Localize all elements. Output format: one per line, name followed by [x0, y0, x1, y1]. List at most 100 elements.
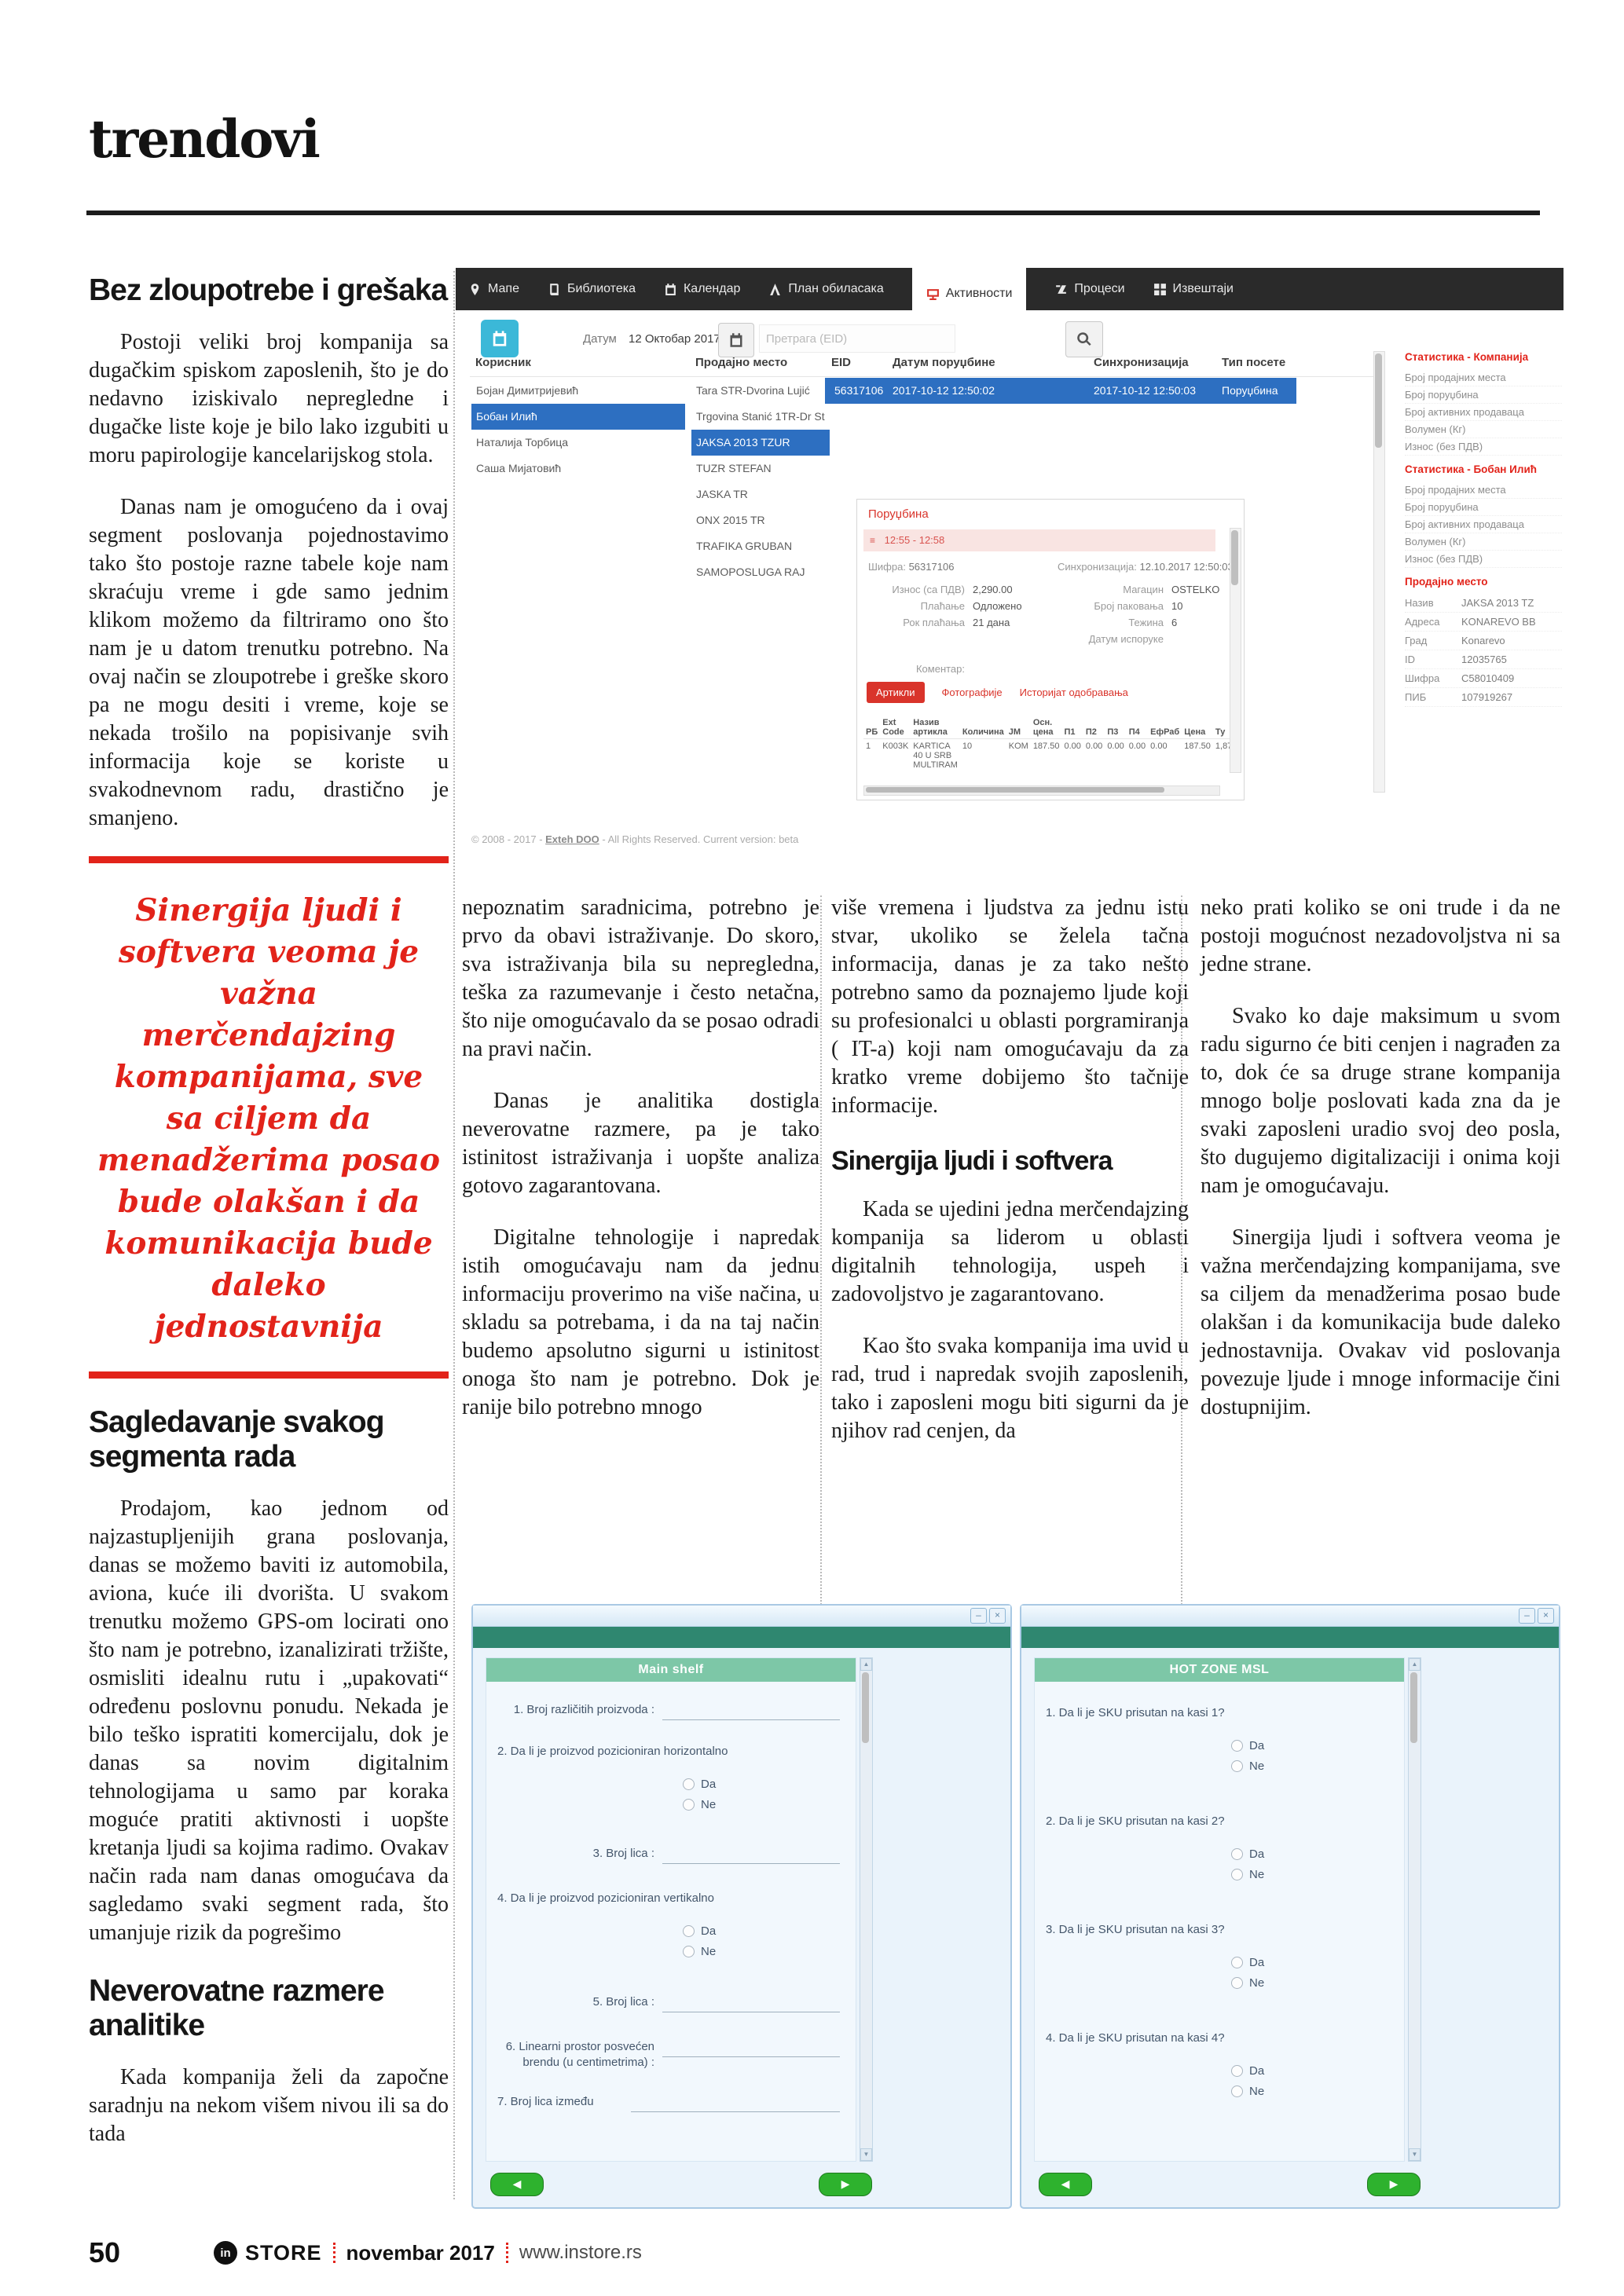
column-separator — [453, 271, 455, 2199]
nav-item-activities[interactable]: Активности — [911, 268, 1027, 320]
horizontal-scrollbar[interactable] — [863, 785, 1220, 796]
window-band — [1021, 1627, 1559, 1648]
paragraph: više vremena i ljudstva za jednu istu st… — [831, 895, 1189, 1118]
sidebar-item[interactable]: Број поруџбина — [1405, 499, 1562, 516]
nav-item-library[interactable]: Библиотека — [548, 282, 636, 296]
sidebar-item[interactable]: Број активних продаваца — [1405, 516, 1562, 533]
text-input[interactable] — [662, 1994, 840, 2012]
column-header[interactable]: Тип посете — [1222, 356, 1286, 369]
radio-ne[interactable] — [1231, 2085, 1243, 2097]
text-input[interactable] — [662, 1846, 840, 1864]
shop-row[interactable]: TRAFIKA GRUBAN — [696, 540, 793, 552]
next-button[interactable]: ▶ — [1367, 2173, 1421, 2196]
paragraph: neko prati koliko se oni trude i da ne p… — [1201, 895, 1560, 976]
nav-item-label: Извештаји — [1172, 282, 1234, 295]
column-header[interactable]: EID — [831, 356, 852, 369]
shop-row[interactable]: JASKA TR — [696, 488, 748, 500]
close-button[interactable]: × — [1538, 1608, 1554, 1624]
exteh-link[interactable]: Exteh DOO — [545, 833, 599, 845]
radio-ne[interactable] — [1231, 1976, 1243, 1989]
main-scrollbar[interactable] — [1373, 351, 1385, 793]
order-sync: 2017-10-12 12:50:03 — [1094, 384, 1196, 397]
date-value[interactable]: 12 Октобар 2017 — [629, 332, 720, 346]
questionnaire-panel: HOT ZONE MSL 1. Da li je SKU prisutan na… — [1034, 1657, 1405, 2162]
sidebar-item[interactable]: Износ (без ПДВ) — [1405, 551, 1562, 568]
sidebar-item[interactable]: Износ (без ПДВ) — [1405, 438, 1562, 456]
sidebar-item[interactable]: Број активних продаваца — [1405, 404, 1562, 421]
minimize-button[interactable]: – — [1519, 1608, 1535, 1624]
hot-zone-window: – × HOT ZONE MSL 1. Da li je SKU prisuta… — [1020, 1604, 1560, 2209]
form-scrollbar[interactable]: ▲ ▼ — [1408, 1657, 1421, 2162]
order-date: 2017-10-12 12:50:02 — [893, 384, 995, 397]
radio-ne[interactable] — [683, 1945, 695, 1957]
prev-button[interactable]: ◀ — [490, 2173, 544, 2196]
footer-separator — [332, 2243, 335, 2263]
column-header[interactable]: Продајно место — [695, 356, 788, 369]
shop-row[interactable]: Trgovina Stanić 1TR-Dr St — [696, 410, 825, 423]
pull-quote-rule — [89, 856, 449, 863]
user-row[interactable]: Наталија Торбица — [476, 436, 569, 449]
instore-logo: in — [214, 2241, 237, 2265]
close-button[interactable]: × — [989, 1608, 1006, 1624]
user-row[interactable]: Саша Мијатовић — [476, 462, 562, 474]
radio-group: Da Ne — [1231, 1844, 1404, 1884]
nav-item-maps[interactable]: Мапе — [468, 282, 519, 296]
grid-icon — [1153, 283, 1166, 295]
radio-da[interactable] — [1231, 2064, 1243, 2077]
form-scrollbar[interactable]: ▲ ▼ — [860, 1657, 873, 2162]
radio-da[interactable] — [683, 1778, 695, 1790]
shop-row[interactable]: SAMOPOSLUGA RAJ — [696, 566, 805, 578]
sidebar-item[interactable]: Волумен (Кг) — [1405, 421, 1562, 438]
radio-ne[interactable] — [1231, 1868, 1243, 1880]
nav-item-visit-plan[interactable]: План обиласака — [768, 282, 884, 296]
radio-da[interactable] — [1231, 1739, 1243, 1752]
nav-item-processes[interactable]: Процеси — [1054, 282, 1125, 296]
prev-button[interactable]: ◀ — [1039, 2173, 1092, 2196]
shop-row[interactable]: ONX 2015 TR — [696, 514, 765, 526]
sidebar-item[interactable]: Волумен (Кг) — [1405, 533, 1562, 551]
shop-row[interactable]: Tara STR-Dvorina Lujić — [696, 384, 810, 397]
text-input[interactable] — [662, 1702, 840, 1720]
search-input[interactable] — [759, 324, 955, 353]
paragraph: Svako ko daje maksimum u svom radu sigur… — [1201, 1004, 1560, 1198]
column-header[interactable]: Датум поруџбине — [893, 356, 995, 369]
tab-approval-history[interactable]: Историјат одобравања — [1019, 687, 1128, 698]
sidebar-item[interactable]: Број продајних места — [1405, 369, 1562, 386]
sidebar-item[interactable]: Број продајних места — [1405, 482, 1562, 499]
tab-articles[interactable]: Артикли — [867, 682, 925, 703]
shop-row[interactable]: TUZR STEFAN — [696, 462, 772, 474]
radio-da[interactable] — [1231, 1956, 1243, 1968]
order-row-selected[interactable]: 56317106 2017-10-12 12:50:02 2017-10-12 … — [825, 378, 1296, 404]
nav-item-calendar[interactable]: Календар — [664, 282, 740, 296]
user-row[interactable]: Бојан Димитријевић — [476, 384, 579, 397]
pull-quote-rule — [89, 1371, 449, 1379]
tab-photos[interactable]: Фотографије — [941, 687, 1003, 698]
time-banner: ≡ 12:55 - 12:58 — [863, 529, 1215, 551]
search-icon — [1077, 332, 1091, 346]
radio-da[interactable] — [1231, 1847, 1243, 1860]
column-header[interactable]: Синхронизација — [1094, 356, 1189, 369]
website-url[interactable]: www.instore.rs — [519, 2242, 642, 2263]
sidebar-item[interactable]: Број поруџбина — [1405, 386, 1562, 404]
shop-info-row: ПИБ 107919267 — [1405, 688, 1562, 707]
article-row[interactable]: 1 K003K KARTICA 40 U SRB MULTIRAM 10 KOM 18… — [866, 742, 1233, 770]
radio-ne[interactable] — [1231, 1760, 1243, 1772]
user-row-selected[interactable]: Бобан Илић — [471, 404, 685, 430]
next-button[interactable]: ▶ — [819, 2173, 872, 2196]
sidebar-section-title: Статистика - Компанија — [1405, 351, 1529, 363]
calendar-picker-button[interactable] — [718, 323, 754, 357]
column-header[interactable]: Корисник — [475, 356, 531, 369]
minimize-button[interactable]: – — [970, 1608, 987, 1624]
radio-ne[interactable] — [683, 1798, 695, 1811]
shop-info-row: ID 12035765 — [1405, 650, 1562, 669]
panel-scrollbar[interactable] — [1230, 528, 1241, 773]
search-button[interactable] — [1065, 321, 1103, 357]
shop-row-selected[interactable]: JAKSA 2013 TZUR — [691, 430, 830, 456]
refresh-button[interactable] — [481, 320, 519, 357]
text-input[interactable] — [662, 2039, 840, 2057]
process-icon — [1056, 284, 1067, 294]
radio-da[interactable] — [683, 1924, 695, 1937]
app-navbar: Мапе Библиотека Календар План обиласака … — [456, 268, 1564, 320]
text-input[interactable] — [631, 2094, 840, 2112]
nav-item-reports[interactable]: Извештаји — [1153, 282, 1234, 296]
